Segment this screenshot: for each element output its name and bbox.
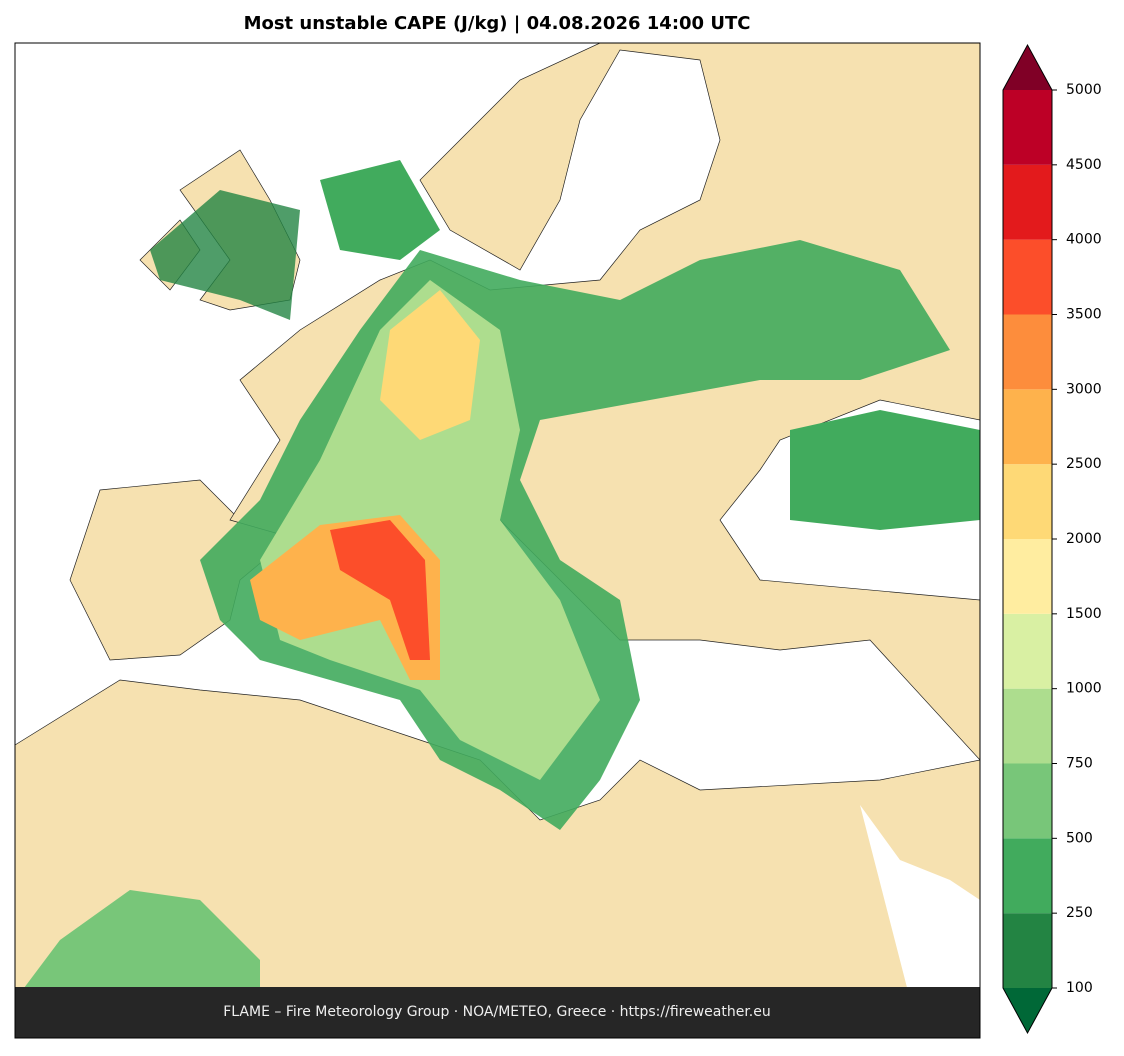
colorbar-segment [1003,389,1052,465]
colorbar-tick-label: 5000 [1066,82,1102,98]
colorbar-tick-label: 100 [1066,980,1093,996]
colorbar-segment [1003,913,1052,988]
colorbar-segment [1003,314,1052,390]
colorbar-tick-label: 2500 [1066,456,1102,472]
colorbar-tick-label: 250 [1066,905,1093,921]
colorbar-segment [1003,464,1052,539]
colorbar-tick-label: 1500 [1066,606,1102,622]
colorbar-over [1003,45,1052,90]
footer-credit: FLAME – Fire Meteorology Group · NOA/MET… [223,1004,771,1020]
colorbar-segment [1003,763,1052,839]
colorbar-segment [1003,90,1052,165]
colorbar-tick-label: 750 [1066,756,1093,772]
colorbar-segment [1003,613,1052,689]
colorbar-tick-label: 3500 [1066,307,1102,323]
colorbar-segment [1003,239,1052,315]
colorbar-tick-label: 3000 [1066,381,1102,397]
colorbar-tick-label: 1000 [1066,681,1102,697]
colorbar-segment [1003,164,1052,240]
colorbar-tick-label: 500 [1066,830,1093,846]
colorbar: 100 250 500 750 1000 1500 2000 2500 3000 3500 4000… [1002,43,1102,1035]
colorbar-segment [1003,688,1052,764]
colorbar-tick-label: 4500 [1066,157,1102,173]
colorbar-tick-label: 2000 [1066,531,1102,547]
colorbar-tick-label: 4000 [1066,232,1102,248]
colorbar-under [1003,988,1052,1033]
map: FLAME – Fire Meteorology Group · NOA/MET… [14,42,981,1039]
map-title: Most unstable CAPE (J/kg) | 04.08.2026 1… [244,13,751,34]
colorbar-segment [1003,539,1052,614]
colorbar-segment [1003,838,1052,914]
